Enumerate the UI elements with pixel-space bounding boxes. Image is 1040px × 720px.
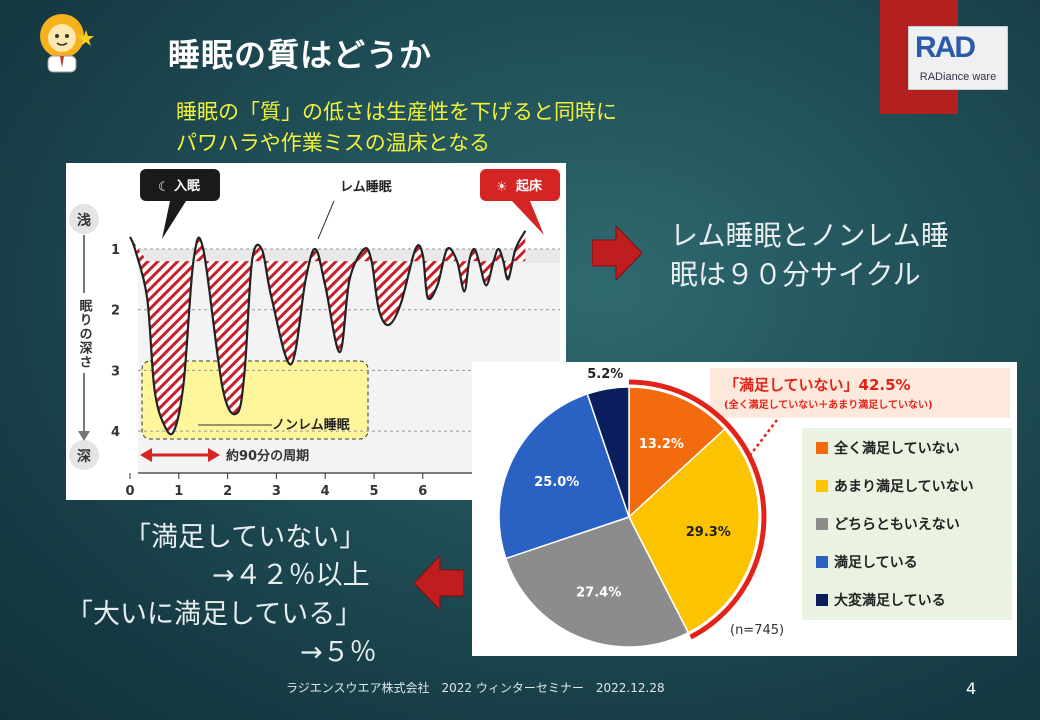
left-text-line-2: →４２％以上: [212, 560, 370, 591]
x-tick-label: 0: [125, 484, 134, 499]
y-tick-label: 3: [111, 364, 120, 379]
pie-value-label: 25.0%: [534, 475, 579, 490]
right-text-line-1: レム睡眠とノンレム睡: [670, 219, 949, 252]
x-tick-label: 1: [174, 484, 183, 499]
slide-title: 睡眠の質はどうか: [168, 36, 433, 74]
sleep-cycle-chart: 0 1 2 3 4 5 6 1 2 3 4 浅 深 眠りの深さ ☾ 入眠 ☀ 起床 レム睡眠 ノン…: [66, 163, 566, 500]
y-top-label: 浅: [77, 212, 91, 229]
left-text-line-1: 「満足していない」: [124, 522, 367, 553]
y-tick-label: 4: [111, 425, 120, 440]
sleep-onset-label: 入眠: [174, 179, 200, 194]
pie-value-label: 29.3%: [686, 525, 731, 540]
legend-swatch: [816, 556, 828, 568]
cycle-arrow-left-head: [140, 448, 152, 462]
highlight-box: [710, 368, 1010, 418]
wake-label: 起床: [515, 178, 543, 194]
x-tick-label: 3: [272, 484, 281, 499]
lion-mascot-icon: [34, 12, 96, 76]
highlight-pointer: [747, 419, 778, 459]
pie-value-label: 5.2%: [587, 367, 623, 382]
logo-text: RAD: [915, 31, 976, 64]
legend-label: 全く満足していない: [833, 440, 960, 457]
wake-pointer: [512, 201, 544, 235]
highlight-sublabel: (全く満足していない＋あまり満足していない): [724, 398, 933, 411]
footer-text: ラジエンスウエア株式会社 2022 ウィンターセミナー 2022.12.28: [286, 681, 665, 695]
nonrem-label: ノンレム睡眠: [272, 417, 350, 433]
pie-value-label: 27.4%: [576, 586, 621, 601]
pie-slice: [586, 386, 630, 518]
y-tick-label: 1: [111, 243, 120, 258]
sample-note: (n=745): [730, 623, 784, 638]
y-tick-label: 2: [111, 304, 120, 319]
deep-badge: [69, 440, 99, 470]
left-arrow-icon: [414, 556, 464, 610]
legend-label: 満足している: [834, 554, 918, 571]
y-arrow-head: [78, 431, 90, 441]
legend-box: [802, 428, 1012, 620]
right-text-line-2: 眠は９０分サイクル: [670, 258, 921, 291]
shallow-badge: [69, 204, 99, 234]
pie-slice: [498, 392, 630, 560]
company-logo: RAD RADiance ware: [908, 26, 1008, 90]
pie-slice: [504, 516, 690, 648]
sleep-onset-pointer: [162, 201, 186, 239]
highlight-label: 「満足していない」42.5%: [724, 376, 911, 394]
logo-subtext: RADiance ware: [919, 71, 997, 83]
legend-swatch: [816, 594, 828, 606]
legend-label: どちらともいえない: [834, 517, 960, 533]
pie-value-label: 13.2%: [639, 437, 684, 452]
subtitle-line-1: 睡眠の「質」の低さは生産性を下げると同時に: [176, 100, 617, 124]
legend-swatch: [816, 480, 828, 492]
wake-callout: [480, 169, 560, 201]
sleep-onset-callout: [140, 169, 220, 201]
right-arrow-icon: [592, 226, 642, 280]
cycle-arrow-right-head: [208, 448, 220, 462]
pie-slice: [628, 386, 726, 519]
nonrem-highlight-box: [141, 360, 369, 440]
cycle-label: 約90分の周期: [226, 448, 309, 464]
x-tick-label: 2: [223, 484, 232, 499]
rem-label: レム睡眠: [340, 179, 392, 195]
legend-swatch: [816, 442, 828, 454]
y-axis-label: 眠りの深さ: [77, 299, 93, 369]
highlight-arc: [628, 379, 767, 640]
x-tick-label: 4: [321, 484, 330, 499]
x-tick-label: 6: [418, 484, 427, 499]
subtitle-line-2: パワハラや作業ミスの温床となる: [176, 131, 491, 155]
legend-swatch: [816, 518, 828, 530]
moon-icon: ☾: [158, 180, 170, 195]
satisfaction-pie-chart: 「満足していない」42.5% (全く満足していない＋あまり満足していない) 13…: [472, 362, 1017, 656]
rem-pointer-line: [317, 200, 335, 240]
pie-slice: [628, 428, 760, 634]
legend-label: あまり満足していない: [834, 478, 974, 495]
left-text-line-3: 「大いに満足している」: [66, 599, 363, 630]
y-bottom-label: 深: [77, 448, 91, 465]
left-text-line-4: →５％: [300, 637, 377, 668]
x-tick-label: 5: [369, 484, 378, 499]
legend-label: 大変満足している: [834, 592, 946, 609]
page-number: 4: [966, 679, 977, 698]
sleep-depth-line: [128, 230, 527, 436]
sunrise-icon: ☀: [496, 180, 508, 195]
